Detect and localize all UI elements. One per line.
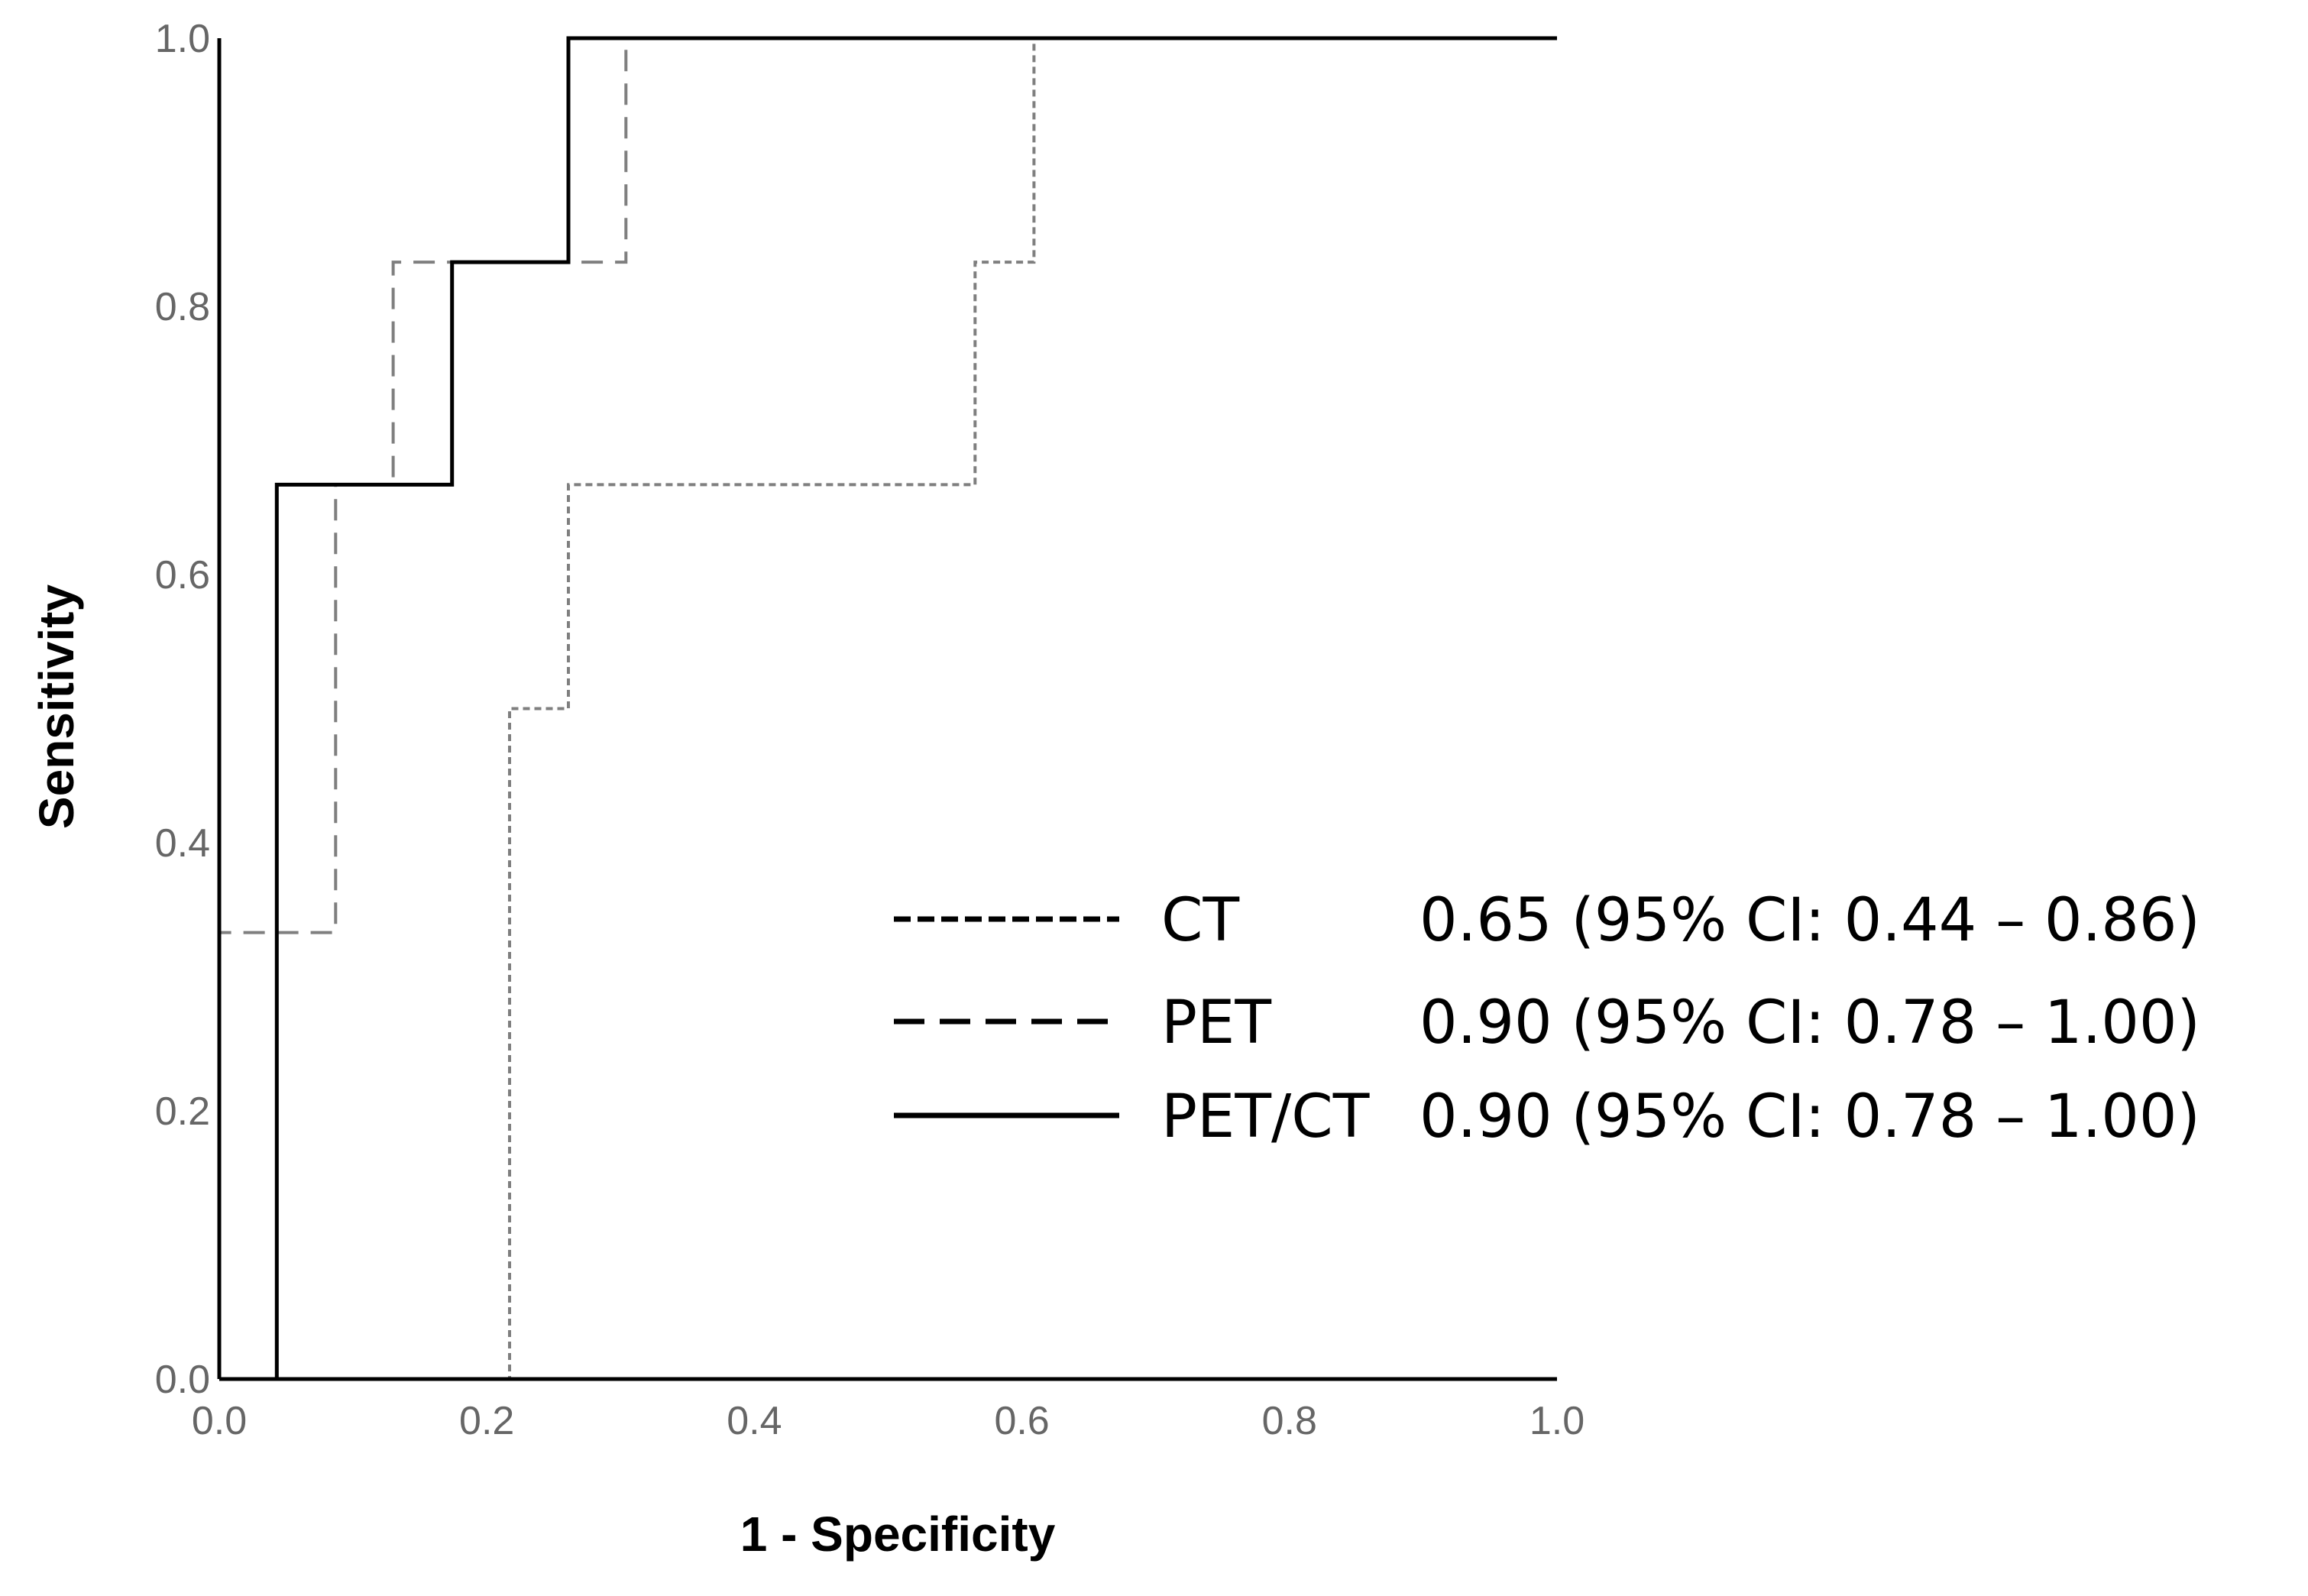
legend-auc-ct: 0.65 (95% CI: 0.44 – 0.86) (1419, 886, 2200, 955)
series-line-pet (218, 37, 1557, 1379)
y-tick-label: 0.2 (155, 1089, 210, 1134)
x-tick-label: 0.2 (459, 1399, 514, 1443)
series-line-ct (219, 37, 1557, 1381)
legend: CT 0.65 (95% CI: 0.44 – 0.86) PET 0.90 (95%… (894, 886, 2200, 1151)
y-tick-label: 0.0 (155, 1358, 210, 1402)
y-tick-label: 0.6 (155, 553, 210, 597)
x-tick-label: 0.6 (994, 1399, 1049, 1443)
y-axis-title: Sensitivity (29, 584, 84, 830)
legend-label-pet: PET (1161, 989, 1271, 1057)
y-tick-label: 1.0 (155, 17, 210, 61)
x-tick-label: 1.0 (1529, 1399, 1585, 1443)
y-tick-label: 0.4 (155, 821, 210, 866)
series-line-pet-ct (274, 36, 1557, 1379)
x-tick-label: 0.8 (1262, 1399, 1317, 1443)
legend-auc-pet: 0.90 (95% CI: 0.78 – 1.00) (1419, 989, 2200, 1057)
legend-label-ct: CT (1161, 886, 1239, 955)
series-layer (218, 36, 1557, 1381)
legend-label-pet-ct: PET/CT (1161, 1083, 1370, 1151)
axes (217, 38, 1557, 1381)
x-axis-title: 1 - Specificity (740, 1507, 1056, 1562)
y-tick-label: 0.8 (155, 285, 210, 329)
ticks: 0.0 0.2 0.4 0.6 0.8 1.0 0.0 0.2 0.4 0.6 0.8 1.0 (155, 17, 1585, 1443)
legend-auc-pet-ct: 0.90 (95% CI: 0.78 – 1.00) (1419, 1083, 2200, 1151)
x-tick-label: 0.0 (192, 1399, 247, 1443)
x-tick-label: 0.4 (727, 1399, 782, 1443)
